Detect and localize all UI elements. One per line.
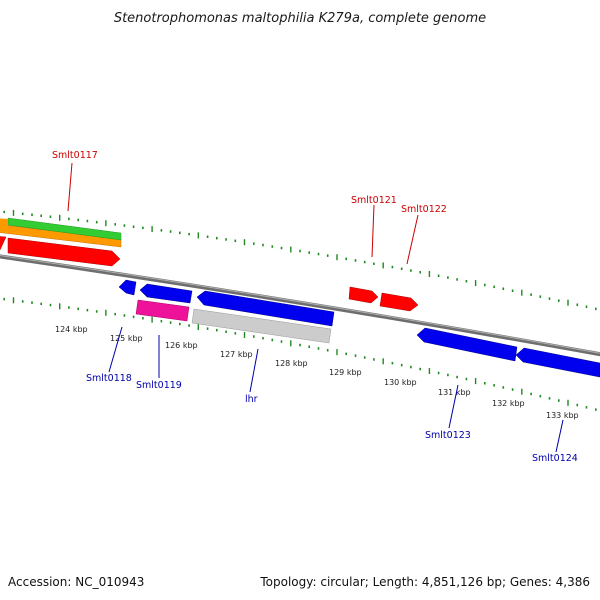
- forward-gene-labels: Smlt0117 Smlt0121 Smlt0122: [52, 150, 447, 265]
- tick-ring-inner: [3, 297, 597, 411]
- map-title: Stenotrophomonas maltophilia K279a, comp…: [114, 11, 486, 26]
- kbp-label: 129 kbp: [329, 368, 362, 377]
- gene-label-smlt0124[interactable]: Smlt0124: [532, 453, 578, 464]
- blue-gene-smlt0119[interactable]: [139, 283, 193, 304]
- gene-label-smlt0117[interactable]: Smlt0117: [52, 150, 98, 161]
- gray-feature[interactable]: [191, 308, 332, 344]
- red-gene-smlt0117[interactable]: [7, 237, 121, 267]
- red-gene-smlt0122[interactable]: [379, 292, 419, 312]
- kbp-label: 132 kbp: [492, 399, 525, 408]
- kbp-label: 131 kbp: [438, 388, 471, 397]
- kbp-label: 125 kbp: [110, 334, 143, 343]
- reverse-gene-labels: Smlt0118 Smlt0119 lhr Smlt0123 Smlt0124: [86, 326, 578, 464]
- blue-gene-lhr[interactable]: [196, 290, 335, 327]
- blue-gene-smlt0118[interactable]: [118, 279, 137, 296]
- forward-features: [0, 217, 419, 312]
- kbp-label: 133 kbp: [546, 411, 579, 420]
- kbp-label: 130 kbp: [384, 378, 417, 387]
- blue-gene-smlt0123[interactable]: [416, 327, 518, 362]
- accession-text: Accession: NC_010943: [8, 575, 144, 589]
- blue-gene-smlt0124[interactable]: [515, 347, 600, 379]
- genome-summary-text: Topology: circular; Length: 4,851,126 bp…: [259, 575, 590, 589]
- genome-backbone: [0, 254, 600, 357]
- gene-label-smlt0118[interactable]: Smlt0118: [86, 373, 132, 384]
- gene-label-smlt0119[interactable]: Smlt0119: [136, 380, 182, 391]
- kbp-label: 124 kbp: [55, 325, 88, 334]
- reverse-features: [118, 279, 600, 379]
- kbp-label: 126 kbp: [165, 341, 198, 350]
- red-gene-smlt0121[interactable]: [348, 286, 379, 304]
- red-gene-left[interactable]: [0, 236, 7, 251]
- gene-label-smlt0123[interactable]: Smlt0123: [425, 430, 471, 441]
- kbp-label: 128 kbp: [275, 359, 308, 368]
- magenta-feature[interactable]: [135, 299, 190, 322]
- gene-label-lhr[interactable]: lhr: [245, 394, 258, 405]
- kbp-labels: 124 kbp 125 kbp 126 kbp 127 kbp 128 kbp …: [55, 325, 579, 420]
- gene-label-smlt0121[interactable]: Smlt0121: [351, 195, 397, 206]
- gene-label-smlt0122[interactable]: Smlt0122: [401, 204, 447, 215]
- orange-feature-left[interactable]: [0, 218, 8, 232]
- tick-ring-outer: [3, 209, 597, 311]
- kbp-label: 127 kbp: [220, 350, 253, 359]
